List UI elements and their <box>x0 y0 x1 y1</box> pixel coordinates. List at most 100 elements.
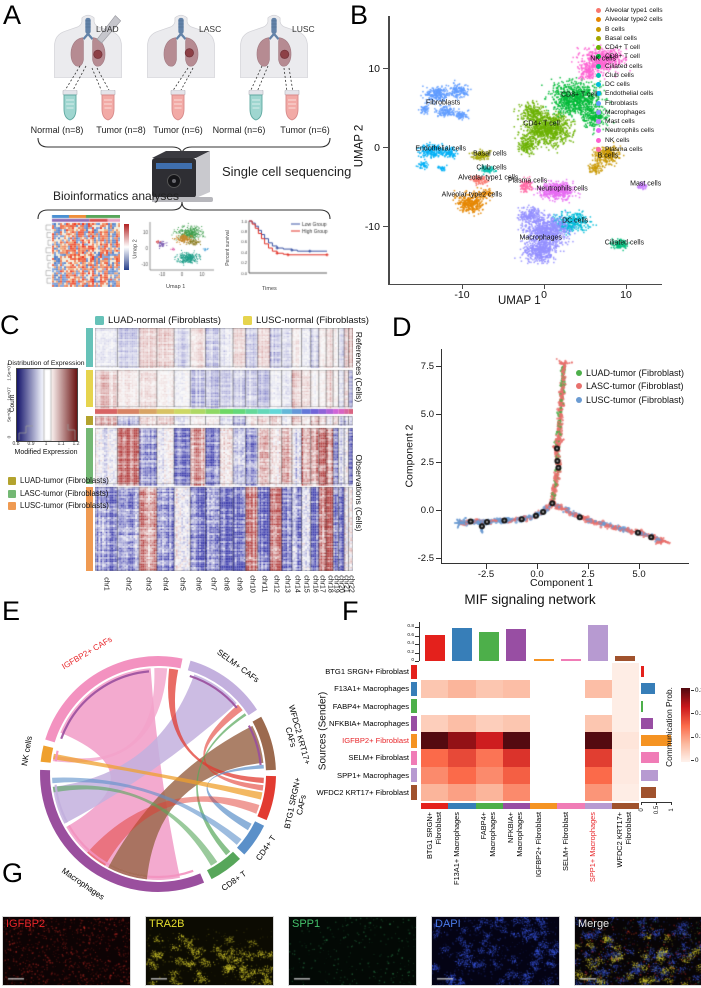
heatmap-cell <box>475 783 503 801</box>
heatmap-cell <box>448 749 476 767</box>
top-bar <box>533 658 554 661</box>
cluster-label: Alveolar type2 cells <box>441 191 502 199</box>
chord-diagram <box>40 656 276 892</box>
legend-swatch <box>596 72 601 78</box>
right-bar <box>641 700 644 712</box>
legend-label: LUAD-tumor (Fibroblast) <box>586 367 685 378</box>
rect <box>100 90 116 96</box>
specimen-label-luad: LUAD <box>96 24 119 34</box>
legend-swatch <box>596 82 601 88</box>
microscopy-canvas <box>575 917 701 985</box>
chr-label: chr4 <box>161 577 169 591</box>
legend-swatch <box>596 45 601 51</box>
row-label: SELM+ Fibroblast <box>348 753 409 763</box>
legend-swatch <box>596 8 601 14</box>
chord-ribbon <box>168 668 264 784</box>
legend-item: Basal cells <box>596 34 663 43</box>
heatmap-cell <box>557 783 585 801</box>
legend-swatch <box>576 396 582 403</box>
legend-item: Neutrophils cells <box>596 126 663 135</box>
legend-item: CD8+ T cell <box>596 52 663 61</box>
umap-plot-canvas <box>383 8 665 288</box>
tube-icon <box>62 90 78 121</box>
path <box>104 99 112 109</box>
chord-ribbon <box>53 753 263 800</box>
tube-icon <box>284 90 300 121</box>
legend-label: NK cells <box>605 136 630 144</box>
heatmap-cell <box>584 749 612 767</box>
panel-b-letter: B <box>350 0 369 30</box>
heatmap-cell <box>421 749 449 767</box>
col-color-segment <box>557 803 585 809</box>
top-axis-line <box>419 622 420 661</box>
x-tick-mark <box>626 284 628 289</box>
heatmap-cell <box>421 680 449 698</box>
microscopy-image: SPP1 <box>288 916 417 986</box>
chr-label: chr1 <box>102 577 110 591</box>
y-tick-mark <box>436 366 441 368</box>
x-tick-label: -2.5 <box>477 569 495 580</box>
right-bar <box>641 752 659 764</box>
microscopy-canvas <box>3 917 130 985</box>
chr-label: chr10 <box>248 575 256 593</box>
heatmap-cell <box>611 714 639 732</box>
heatmap-cell <box>421 663 449 681</box>
legend-label: Endothelial cells <box>605 90 654 98</box>
mini-survival-xlabel: Times <box>262 286 277 292</box>
chord-ribbon <box>87 796 260 866</box>
chr-label: chr15 <box>302 575 310 593</box>
rect <box>248 90 264 96</box>
legend-item: Fibroblasts <box>596 99 663 108</box>
chord-group-arc <box>40 769 205 892</box>
top-bar <box>424 634 445 661</box>
col-color-segment <box>611 803 639 809</box>
heatmap-cell <box>530 732 558 750</box>
heatmap-cell <box>421 714 449 732</box>
right-bar <box>641 683 655 695</box>
legend-swatch <box>596 109 601 115</box>
path <box>174 99 182 109</box>
heatmap-cell <box>557 732 585 750</box>
bioinformatics-label: Bioinformatics analyses <box>53 189 180 203</box>
heatmap-cell <box>611 663 639 681</box>
cluster-label: B cells <box>597 152 619 160</box>
legend-label: Plasma cells <box>605 145 643 153</box>
sample-label: Tumor (n=6) <box>280 125 330 135</box>
y-tick-label: 7.5 <box>420 361 434 372</box>
cluster-label: Alveolar type1 cells <box>458 174 519 182</box>
mini-umap-xlabel: Umap 1 <box>166 284 186 290</box>
cluster-label: CD4+ T cell <box>523 120 560 128</box>
col-color-segment <box>584 803 612 809</box>
heatmap-cell <box>530 697 558 715</box>
chord-ribbon <box>108 725 264 880</box>
rect <box>62 90 78 96</box>
heatmap-cell <box>448 680 476 698</box>
x-tick-mark <box>537 564 539 569</box>
tumor-icon <box>184 48 194 58</box>
x-tick-label: -10 <box>454 289 470 301</box>
top-axis-tick <box>415 661 419 662</box>
block-annotation-bar <box>86 328 93 367</box>
legend-label: Neutrophils cells <box>605 127 655 135</box>
col-color-segment <box>530 803 558 809</box>
legend-label: Basal cells <box>605 34 637 42</box>
heatmap-cell <box>530 766 558 784</box>
y-tick-label: 2.5 <box>420 457 434 468</box>
heatmap-cell <box>448 663 476 681</box>
top-axis-label: 0.6 <box>407 632 414 638</box>
sample-label: Normal (n=8) <box>30 125 84 135</box>
heatmap-cell <box>611 680 639 698</box>
top-bar <box>560 659 581 661</box>
heatmap-cell <box>502 749 530 767</box>
dist-x-tick: 1 <box>44 441 48 447</box>
heatmap-cell <box>584 680 612 698</box>
microscopy-canvas <box>432 917 559 985</box>
tube-icon <box>170 90 186 121</box>
chr-label: chr14 <box>293 575 301 593</box>
legend-swatch <box>596 146 601 152</box>
top-axis-label: 0 <box>411 658 414 663</box>
heatmap-cell <box>530 714 558 732</box>
x-tick-mark <box>486 564 488 569</box>
sample-label: Tumor (n=6) <box>153 125 203 135</box>
top-axis-label: 0.2 <box>407 649 414 655</box>
